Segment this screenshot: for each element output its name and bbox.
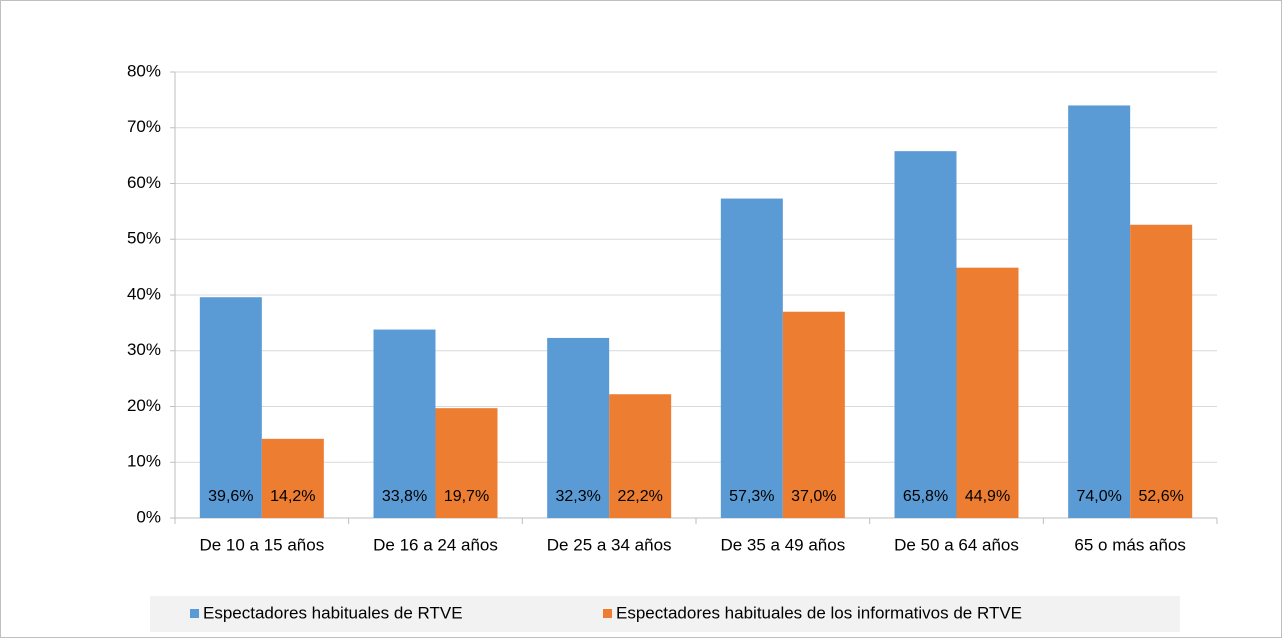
y-tick-label: 40% (127, 284, 161, 303)
y-tick-label: 60% (127, 173, 161, 192)
legend-label: Espectadores habituales de RTVE (203, 603, 463, 622)
y-tick-label: 30% (127, 340, 161, 359)
bar (435, 408, 498, 518)
legend-box (150, 596, 1180, 632)
value-label: 14,2% (270, 488, 315, 505)
value-label: 22,2% (617, 488, 662, 505)
bar (782, 311, 845, 518)
bar (1068, 105, 1131, 518)
value-label: 39,6% (208, 488, 253, 505)
y-tick-label: 20% (127, 396, 161, 415)
value-label: 65,8% (903, 488, 948, 505)
y-tick-label: 10% (127, 452, 161, 471)
value-label: 32,3% (555, 488, 600, 505)
bar (956, 267, 1019, 518)
x-tick-label: De 25 a 34 años (547, 535, 672, 554)
x-tick-label: De 50 a 64 años (894, 535, 1019, 554)
x-tick-label: De 35 a 49 años (720, 535, 845, 554)
value-label: 74,0% (1076, 488, 1121, 505)
value-label: 33,8% (382, 488, 427, 505)
y-tick-label: 0% (136, 507, 161, 526)
legend-label: Espectadores habituales de los informati… (616, 603, 1022, 622)
bar (373, 329, 436, 518)
bar (720, 198, 783, 519)
value-label: 57,3% (729, 488, 774, 505)
bar (894, 151, 957, 519)
x-tick-label: De 16 a 24 años (373, 535, 498, 554)
legend-swatch (190, 609, 199, 618)
x-tick-label: 65 o más años (1074, 535, 1186, 554)
bar (261, 438, 324, 518)
y-tick-label: 80% (127, 61, 161, 80)
x-tick-label: De 10 a 15 años (199, 535, 324, 554)
y-tick-label: 50% (127, 229, 161, 248)
y-tick-label: 70% (127, 117, 161, 136)
value-label: 52,6% (1138, 488, 1183, 505)
value-label: 44,9% (965, 488, 1010, 505)
value-label: 37,0% (791, 488, 836, 505)
bar (1130, 224, 1193, 518)
bar (199, 297, 262, 518)
legend-swatch (603, 609, 612, 618)
bar (547, 337, 610, 518)
bar (609, 394, 672, 518)
value-label: 19,7% (444, 488, 489, 505)
